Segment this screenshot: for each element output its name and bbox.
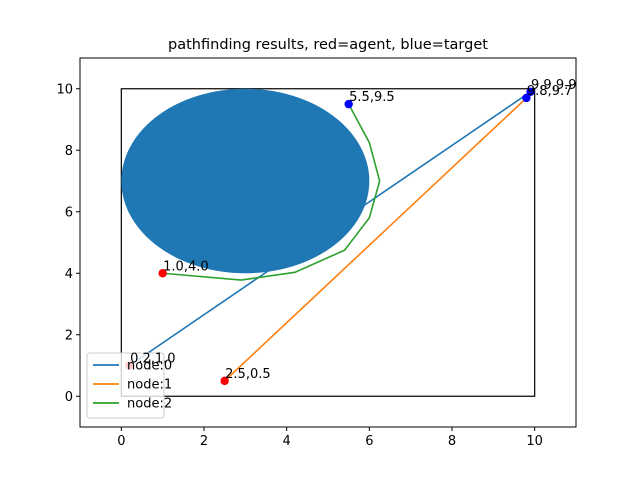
y-tick-label-0: 0 xyxy=(65,390,73,405)
axes-frame xyxy=(79,57,577,428)
agent-point-1 xyxy=(220,376,229,386)
legend: node:0 node:1 node:2 xyxy=(86,352,172,419)
y-tick-label-1: 2 xyxy=(65,328,73,343)
agent-label-1: 2.5,0.5 xyxy=(225,367,270,382)
x-axis: 0 2 4 6 8 10 xyxy=(117,427,543,449)
obstacle-circle xyxy=(121,88,370,274)
agent-label-2: 1.0,4.0 xyxy=(163,259,208,274)
legend-label-0: node:0 xyxy=(127,359,172,374)
boundary-rect xyxy=(120,88,536,397)
chart-title: pathfinding results, red=agent, blue=tar… xyxy=(168,37,488,53)
y-tick-label-4: 8 xyxy=(65,144,73,159)
target-label-2: 5.5,9.5 xyxy=(349,90,394,105)
target-point-2 xyxy=(344,99,353,109)
x-tick-label-3: 6 xyxy=(365,434,373,449)
agent-label-0: 0.2,1.0 xyxy=(130,352,175,367)
y-tick-label-2: 4 xyxy=(65,267,73,282)
x-tick-label-2: 4 xyxy=(283,434,291,449)
series-line-node-1 xyxy=(224,97,527,382)
target-label-1: 9.8,9.7 xyxy=(527,84,572,99)
series-line-node-2 xyxy=(162,103,381,281)
y-tick-label-3: 6 xyxy=(65,205,73,220)
target-point-1 xyxy=(522,93,531,103)
agent-point-2 xyxy=(158,269,167,278)
series-line-node-0 xyxy=(129,91,531,367)
legend-box xyxy=(86,352,165,419)
x-tick-label-0: 0 xyxy=(117,434,125,449)
y-tick-label-5: 10 xyxy=(56,82,73,97)
legend-label-1: node:1 xyxy=(127,378,172,393)
x-tick-label-4: 8 xyxy=(448,434,456,449)
legend-label-2: node:2 xyxy=(127,397,172,412)
x-tick-label-1: 2 xyxy=(200,434,208,449)
y-axis: 0 2 4 6 8 10 xyxy=(56,82,80,405)
x-tick-label-5: 10 xyxy=(526,434,543,449)
target-point-0 xyxy=(526,87,535,97)
plot-area xyxy=(120,87,536,397)
target-label-0: 9.9,9.9 xyxy=(531,78,576,93)
